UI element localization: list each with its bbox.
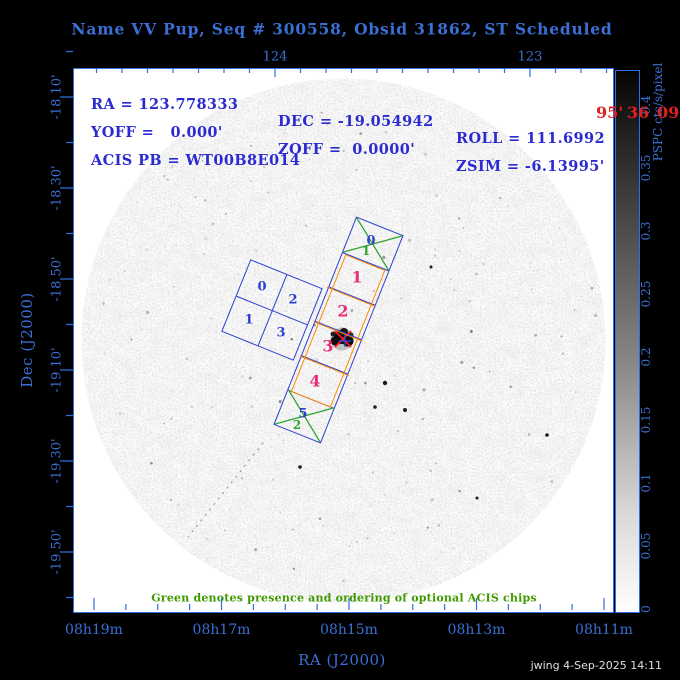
acis-s-chip-4-label: 4: [309, 371, 321, 391]
colorbar-tick-label: 0.1: [639, 473, 653, 493]
pspc-sky-image: [81, 78, 606, 603]
sky-image-panel: RA = 123.778333 DEC = -19.054942 ROLL = …: [73, 68, 614, 613]
y-tick-label: -19 10': [49, 347, 65, 393]
acis-i-chip-0-label: 0: [257, 279, 267, 295]
acis-s-chip-3-label: 3: [322, 336, 334, 356]
y-axis-title: Dec (J2000): [18, 292, 36, 388]
y-tick-label: -19 50': [49, 529, 65, 575]
x-tick-label: 08h19m: [65, 622, 123, 638]
x-tick-label: 08h11m: [575, 622, 633, 638]
aimpoint-cross-marker: [339, 335, 351, 347]
user-date-stamp: jwing 4-Sep-2025 14:11: [530, 659, 662, 672]
zsim-value: ZSIM = -6.13995': [456, 158, 605, 175]
intensity-colorbar: [615, 70, 640, 613]
roll-value: ROLL = 111.6992: [456, 130, 605, 147]
acis-pb-value: ACIS PB = WT00B8E014: [91, 152, 301, 169]
field-star-specks: [90, 111, 598, 583]
y-tick-label: -18 30': [49, 165, 65, 211]
red-overprint-fragment: 09: [657, 103, 680, 122]
x-tick-label: 08h15m: [320, 622, 378, 638]
acis-i-chip-2-label: 2: [288, 292, 298, 308]
red-overprint-fragment: 36: [627, 103, 650, 122]
acis-i-chip-1-label: 1: [244, 312, 254, 328]
acis-s-chip-1-label: 1: [351, 267, 363, 287]
optional-order-label: 1: [361, 244, 371, 258]
pointing-info-line2: YOFF = 0.000' ZOFF = 0.0000' ZSIM = -6.1…: [74, 107, 604, 192]
y-tick-label: -18 10': [49, 74, 65, 120]
x-tick-label: 08h17m: [192, 622, 251, 638]
colorbar-tick-label: 0.2: [639, 347, 653, 367]
colorbar-tick-label: 0: [639, 605, 653, 613]
acis-s-chip-2-label: 2: [337, 301, 349, 321]
zoff-value: ZOFF = 0.0000': [278, 141, 416, 158]
x-axis-title: RA (J2000): [298, 651, 386, 669]
yoff-value: YOFF = 0.000': [91, 124, 223, 141]
acis-i-chip-3-label: 3: [276, 325, 286, 341]
optional-chip-green-x-marks: [274, 217, 402, 443]
x-top-tick-label: 123: [517, 49, 543, 65]
pointing-info-line3: ACIS PB = WT00B8E014: [74, 135, 300, 186]
colorbar-tick-label: 0.3: [639, 221, 653, 241]
y-tick-label: -19 30': [49, 438, 65, 484]
optional-chips-note: Green denotes presence and ordering of o…: [151, 591, 537, 605]
acis-s-chip-5-label: 5: [298, 406, 308, 422]
colorbar-tick-label: 0.15: [639, 406, 653, 434]
ra-value: RA = 123.778333: [91, 96, 239, 113]
dec-value: DEC = -19.054942: [278, 113, 434, 130]
colorbar-tick-label: 0.05: [639, 532, 653, 560]
field-of-view-circle: [81, 78, 606, 603]
page-title: Name VV Pup, Seq # 300558, Obsid 31862, …: [71, 19, 613, 39]
optional-order-label: 2: [292, 418, 302, 432]
acis-s-array-outline: [272, 216, 404, 444]
x-top-tick-label: 124: [262, 49, 288, 65]
x-tick-label: 08h13m: [447, 622, 506, 638]
y-tick-label: -18 50': [49, 256, 65, 302]
pointing-info-line1: RA = 123.778333 DEC = -19.054942 ROLL = …: [74, 79, 605, 164]
acis-s-chip-0-label: 0: [366, 233, 376, 249]
colorbar-tick-label: 0.25: [639, 280, 653, 308]
red-overprint-fragment: 95': [596, 103, 624, 122]
